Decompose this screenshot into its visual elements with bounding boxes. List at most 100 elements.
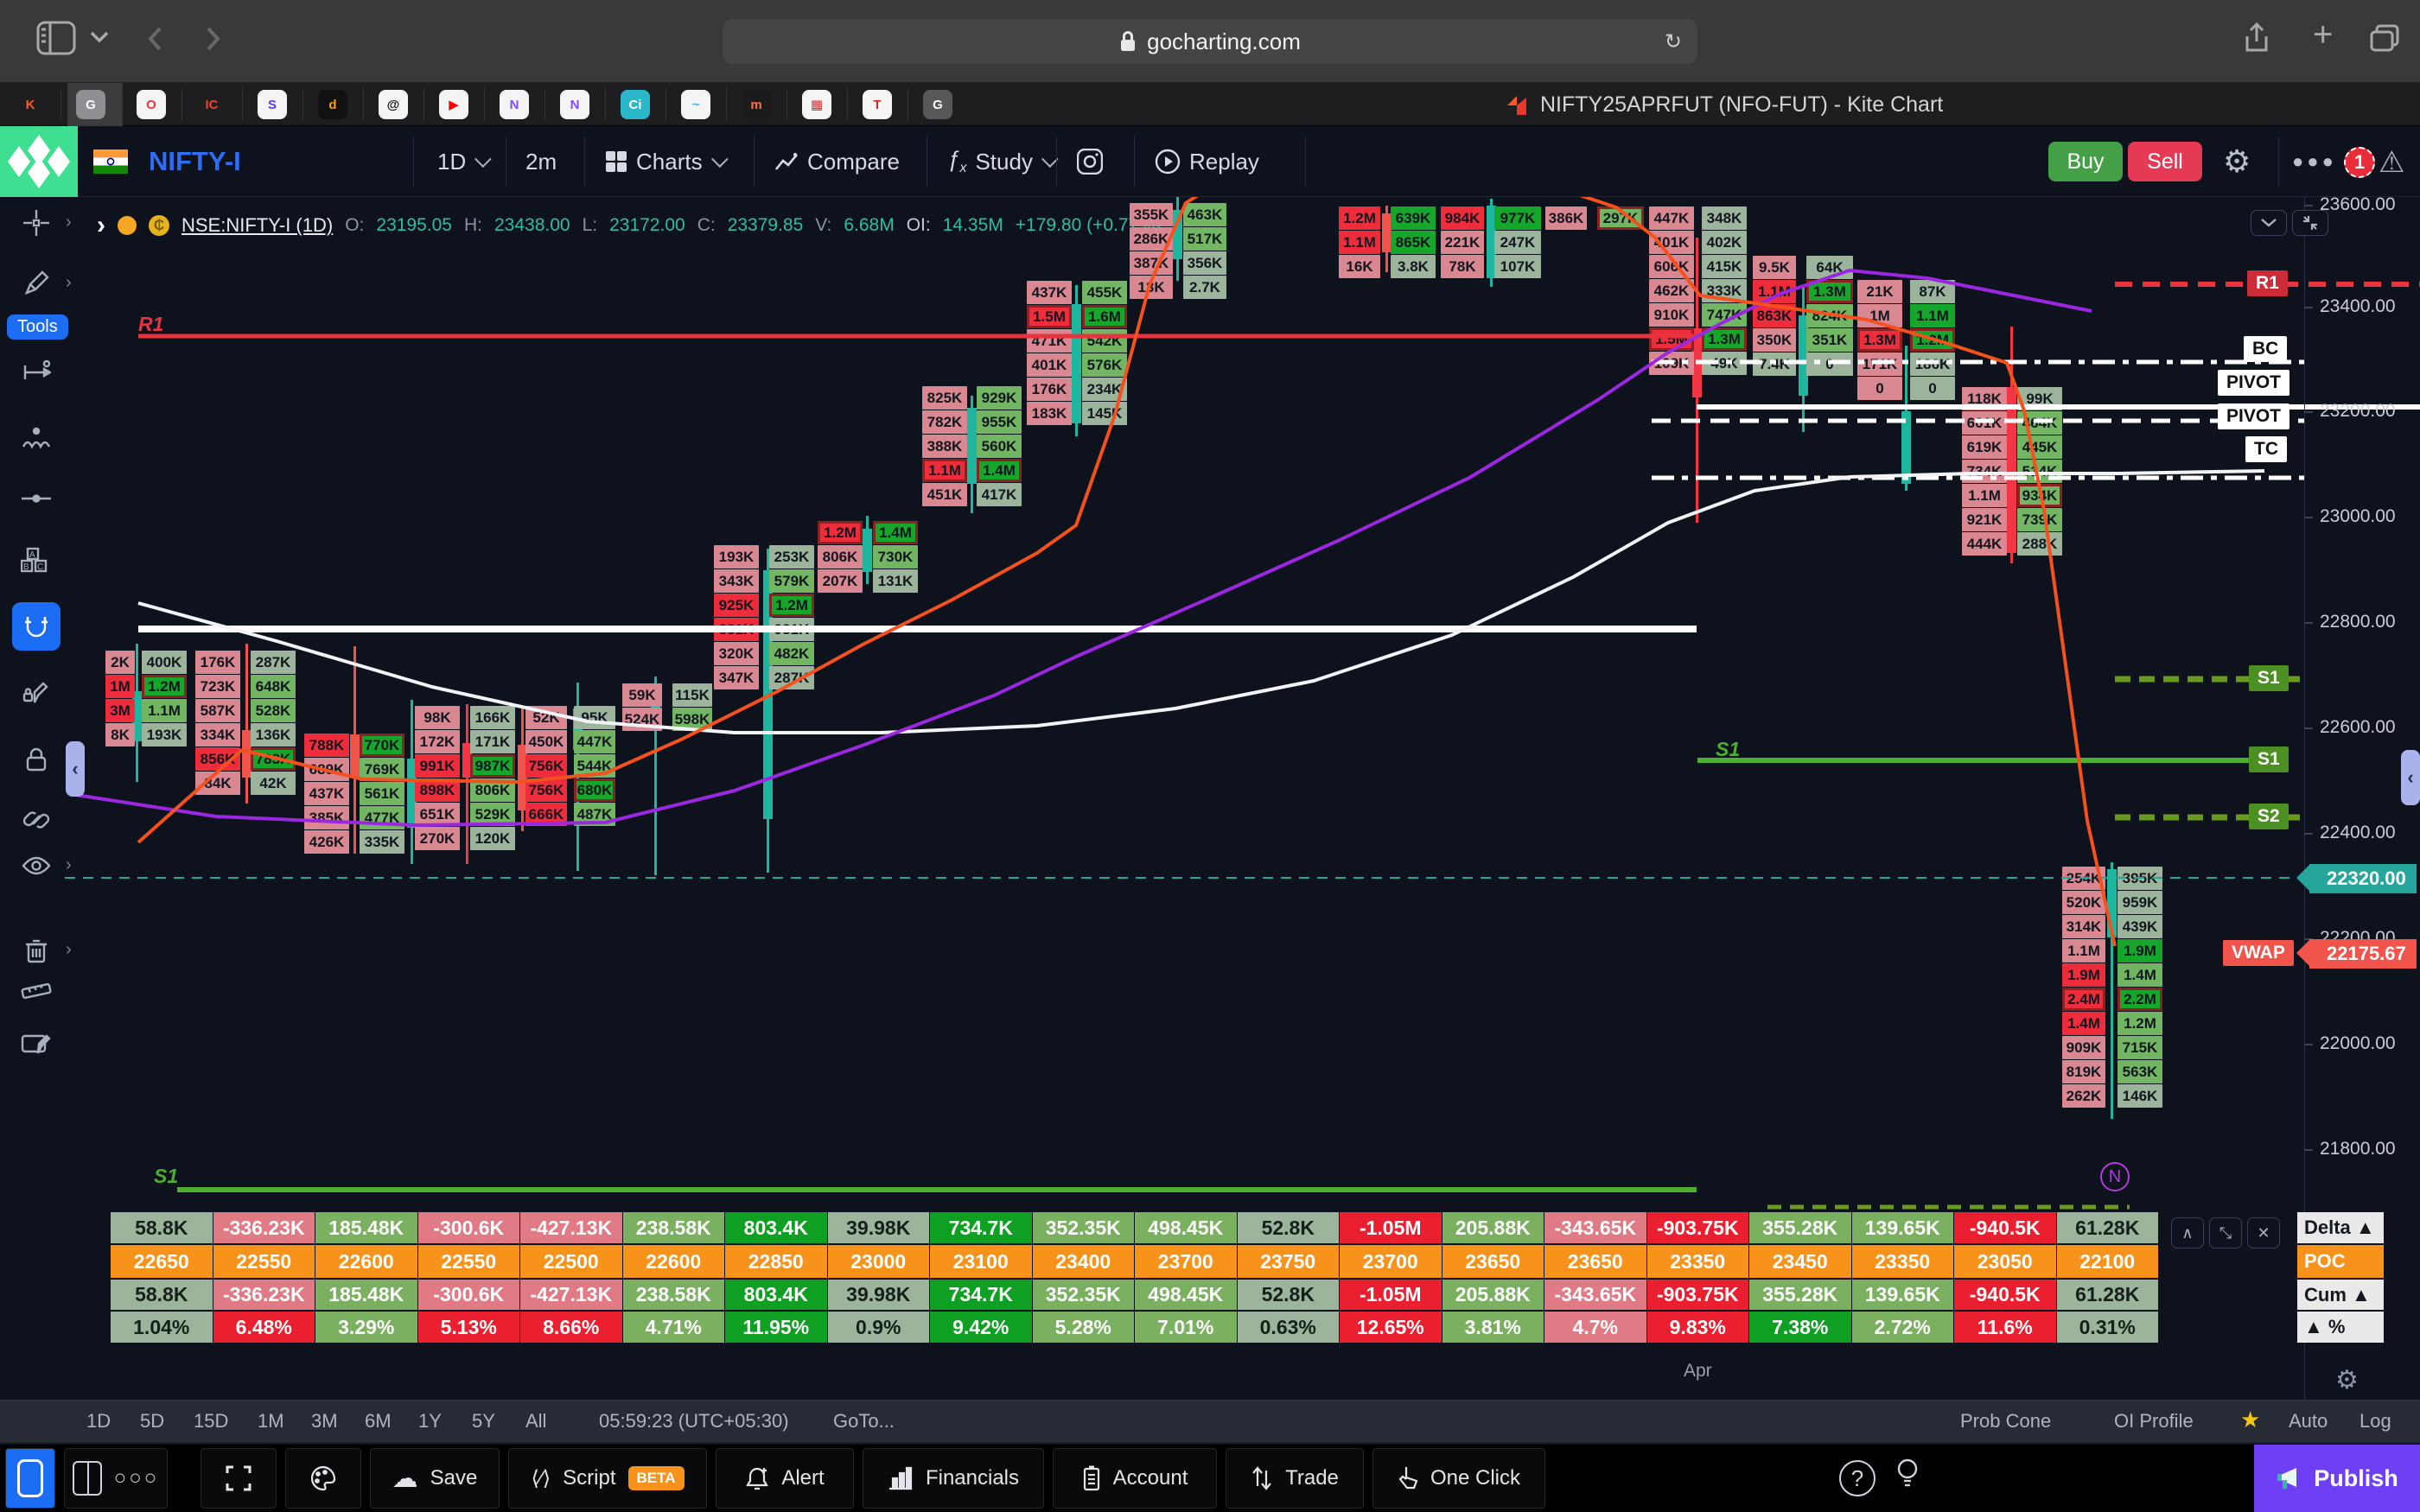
range-1Y[interactable]: 1Y — [418, 1410, 442, 1432]
browser-tab[interactable]: NIFTY25APRFUT (NFO-FUT) - Kite Chart — [1506, 92, 1943, 118]
price-axis[interactable] — [2304, 197, 2305, 1400]
measure-tool[interactable] — [12, 347, 60, 396]
compare-button[interactable]: Compare — [774, 126, 900, 197]
tabs-overview-icon[interactable] — [2370, 24, 2399, 52]
oi-profile-button[interactable]: OI Profile — [2114, 1410, 2194, 1432]
table-close-button[interactable]: ✕ — [2247, 1217, 2280, 1248]
legend-symbol[interactable]: NSE:NIFTY-I (1D) — [182, 214, 334, 236]
range-5D[interactable]: 5D — [140, 1410, 165, 1432]
sidebar-collapse-handle[interactable]: ‹ — [66, 741, 85, 797]
settings-button[interactable]: ⚙ — [2223, 143, 2251, 179]
prob-cone-button[interactable]: Prob Cone — [1960, 1410, 2052, 1432]
lock-drawing-tool[interactable] — [12, 669, 60, 717]
tool-expand-arrow[interactable]: › — [66, 855, 72, 874]
layout-single-button[interactable] — [5, 1448, 55, 1509]
range-1M[interactable]: 1M — [258, 1410, 284, 1432]
range-15D[interactable]: 15D — [194, 1410, 229, 1432]
favicon-11[interactable]: ~ — [681, 90, 710, 119]
layout-more-icon[interactable]: ○○○ — [113, 1466, 160, 1490]
note-marker[interactable]: N — [2100, 1162, 2130, 1191]
trade-button[interactable]: Trade — [1226, 1448, 1364, 1509]
link-tool[interactable] — [12, 796, 60, 844]
favicon-13[interactable]: ▦ — [802, 90, 831, 119]
share-icon[interactable] — [2244, 22, 2270, 55]
financials-button[interactable]: Financials — [863, 1448, 1044, 1509]
gocharting-logo[interactable] — [0, 126, 78, 197]
favicon-6[interactable]: @ — [379, 90, 408, 119]
sidebar-icon[interactable] — [36, 21, 76, 55]
table-collapse-button[interactable]: ∧ — [2171, 1217, 2204, 1248]
range-All[interactable]: All — [525, 1410, 547, 1432]
favorite-star-icon[interactable]: ★ — [2240, 1407, 2261, 1433]
help-button[interactable]: ? — [1839, 1460, 1876, 1496]
save-button[interactable]: ☁ Save — [370, 1448, 500, 1509]
account-button[interactable]: Account — [1053, 1448, 1217, 1509]
favicon-8[interactable]: N — [500, 90, 529, 119]
fullscreen-button[interactable] — [201, 1448, 277, 1509]
charts-menu[interactable]: Charts — [605, 126, 729, 197]
tool-expand-arrow[interactable]: › — [66, 940, 72, 959]
favicon-2[interactable]: O — [137, 90, 166, 119]
rect-draw-tool[interactable] — [12, 1020, 60, 1069]
chevron-down-icon[interactable] — [90, 31, 109, 43]
tool-expand-arrow[interactable]: › — [66, 213, 72, 232]
coin-icon[interactable]: ₵ — [149, 215, 169, 236]
publish-button[interactable]: Publish — [2254, 1445, 2420, 1512]
trash-tool[interactable] — [12, 926, 60, 975]
hint-bulb-icon[interactable] — [1895, 1457, 1920, 1501]
minimize-chart-button[interactable] — [2292, 210, 2328, 236]
lock-tool[interactable] — [12, 735, 60, 784]
snapshot-button[interactable] — [1077, 126, 1103, 197]
favicon-5[interactable]: d — [318, 90, 347, 119]
favicon-7[interactable]: ▶ — [439, 90, 468, 119]
script-button[interactable]: ⟨∕⟩ Script BETA — [508, 1448, 707, 1509]
range-5Y[interactable]: 5Y — [472, 1410, 495, 1432]
magnet-tool[interactable] — [12, 602, 60, 651]
favicon-0[interactable]: K — [25, 97, 35, 112]
sell-button[interactable]: Sell — [2128, 142, 2202, 181]
timeframe-select[interactable]: 1D — [437, 126, 492, 197]
alert-badge[interactable]: 1 — [2344, 147, 2375, 178]
ruler-tool[interactable] — [12, 966, 60, 1014]
more-button[interactable]: ●●● — [2292, 150, 2337, 172]
tool-expand-arrow[interactable]: › — [66, 273, 72, 292]
favicon-14[interactable]: T — [863, 90, 892, 119]
layout-split-icon[interactable] — [72, 1461, 102, 1496]
range-3M[interactable]: 3M — [311, 1410, 338, 1432]
favicon-12[interactable]: m — [742, 90, 771, 119]
elliott-wave-tool[interactable] — [12, 414, 60, 462]
symbol-name[interactable]: NIFTY-I — [149, 146, 241, 176]
goto-button[interactable]: GoTo... — [833, 1410, 895, 1432]
collapse-legend-button[interactable] — [2251, 210, 2287, 236]
interval-select[interactable]: 2m — [525, 148, 557, 175]
forward-icon[interactable] — [206, 26, 221, 52]
log-scale-button[interactable]: Log — [2360, 1410, 2391, 1432]
layout-split-group[interactable]: ○○○ — [64, 1448, 168, 1509]
one-click-button[interactable]: One Click — [1372, 1448, 1545, 1509]
reload-icon[interactable]: ↻ — [1664, 29, 1682, 54]
crosshair-tool[interactable] — [12, 199, 60, 247]
back-icon[interactable] — [147, 26, 162, 52]
address-bar[interactable]: gocharting.com ↻ — [723, 19, 1697, 64]
favicon-3[interactable]: IC — [205, 97, 219, 112]
replay-button[interactable]: Replay — [1155, 126, 1259, 197]
alert-button[interactable]: Alert — [716, 1448, 854, 1509]
table-expand-button[interactable]: ⤡ — [2209, 1217, 2242, 1248]
new-tab-icon[interactable]: + — [2313, 16, 2334, 54]
theme-palette-button[interactable] — [285, 1448, 361, 1509]
favicon-10[interactable]: Ci — [621, 90, 650, 119]
favicon-15[interactable]: G — [923, 90, 952, 119]
favicon-1[interactable]: G — [76, 90, 105, 119]
eye-tool[interactable] — [12, 842, 60, 890]
study-menu[interactable]: ƒx Study — [947, 126, 1059, 197]
favicon-9[interactable]: N — [560, 90, 589, 119]
buy-button[interactable]: Buy — [2048, 142, 2123, 181]
horizontal-line-tool[interactable] — [12, 474, 60, 523]
range-1D[interactable]: 1D — [86, 1410, 111, 1432]
pencil-tool[interactable] — [12, 259, 60, 308]
panel-collapse-handle[interactable]: ‹ — [2401, 750, 2420, 805]
favicon-4[interactable]: S — [258, 90, 287, 119]
range-6M[interactable]: 6M — [365, 1410, 392, 1432]
warning-icon[interactable]: ⚠ — [2379, 146, 2405, 179]
